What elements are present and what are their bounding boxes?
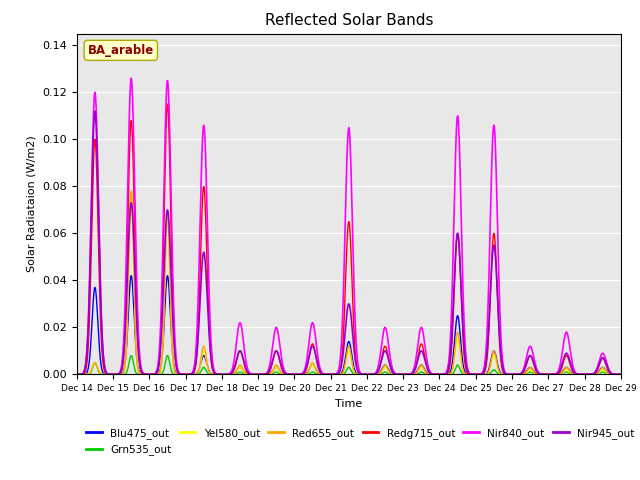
Blu475_out — [73, 372, 81, 377]
Red655_out — [282, 372, 289, 377]
Grn535_out — [305, 371, 313, 377]
Yel580_out — [607, 372, 614, 377]
Red655_out — [127, 188, 135, 194]
Nir840_out — [548, 372, 556, 377]
Blu475_out — [168, 330, 175, 336]
Nir945_out — [305, 353, 313, 359]
Line: Nir945_out: Nir945_out — [77, 111, 621, 374]
Red655_out — [73, 372, 81, 377]
Title: Reflected Solar Bands: Reflected Solar Bands — [264, 13, 433, 28]
Red655_out — [617, 372, 625, 377]
Nir840_out — [607, 369, 614, 375]
Nir945_out — [135, 355, 143, 360]
Yel580_out — [168, 321, 175, 326]
Grn535_out — [548, 372, 556, 377]
X-axis label: Time: Time — [335, 399, 362, 408]
Yel580_out — [282, 372, 289, 377]
Line: Grn535_out: Grn535_out — [77, 356, 621, 374]
Grn535_out — [127, 353, 135, 359]
Yel580_out — [127, 195, 135, 201]
Redg715_out — [548, 372, 556, 377]
Yel580_out — [305, 368, 313, 373]
Nir840_out — [282, 370, 289, 375]
Redg715_out — [164, 101, 172, 107]
Red655_out — [607, 372, 614, 377]
Line: Red655_out: Red655_out — [77, 191, 621, 374]
Nir840_out — [617, 372, 625, 377]
Nir840_out — [127, 75, 135, 81]
Nir945_out — [607, 370, 614, 375]
Nir945_out — [73, 372, 81, 377]
Red655_out — [168, 321, 175, 326]
Blu475_out — [617, 372, 625, 377]
Grn535_out — [168, 368, 175, 373]
Grn535_out — [282, 372, 289, 377]
Redg715_out — [617, 372, 625, 377]
Nir840_out — [305, 338, 313, 344]
Legend: Blu475_out, Grn535_out, Yel580_out, Red655_out, Redg715_out, Nir840_out, Nir945_: Blu475_out, Grn535_out, Yel580_out, Red6… — [82, 424, 638, 459]
Line: Nir840_out: Nir840_out — [77, 78, 621, 374]
Line: Yel580_out: Yel580_out — [77, 198, 621, 374]
Grn535_out — [617, 372, 625, 377]
Nir945_out — [91, 108, 99, 114]
Y-axis label: Solar Radiataion (W/m2): Solar Radiataion (W/m2) — [27, 136, 36, 272]
Red655_out — [135, 370, 143, 376]
Blu475_out — [282, 372, 289, 377]
Redg715_out — [282, 371, 289, 377]
Red655_out — [548, 372, 556, 377]
Nir840_out — [168, 204, 175, 210]
Blu475_out — [305, 367, 313, 372]
Blu475_out — [135, 369, 143, 375]
Grn535_out — [73, 372, 81, 377]
Red655_out — [305, 367, 313, 372]
Yel580_out — [617, 372, 625, 377]
Nir945_out — [617, 372, 625, 377]
Text: BA_arable: BA_arable — [88, 44, 154, 57]
Yel580_out — [135, 370, 143, 376]
Nir945_out — [282, 371, 289, 376]
Blu475_out — [127, 273, 135, 278]
Redg715_out — [607, 371, 614, 376]
Nir945_out — [548, 372, 556, 377]
Nir945_out — [168, 277, 175, 283]
Yel580_out — [73, 372, 81, 377]
Redg715_out — [73, 372, 81, 377]
Blu475_out — [548, 372, 556, 377]
Yel580_out — [548, 372, 556, 377]
Redg715_out — [305, 354, 313, 360]
Line: Blu475_out: Blu475_out — [77, 276, 621, 374]
Grn535_out — [607, 372, 614, 377]
Nir840_out — [73, 372, 81, 377]
Redg715_out — [168, 236, 175, 242]
Nir840_out — [135, 343, 143, 348]
Blu475_out — [607, 372, 614, 377]
Redg715_out — [135, 355, 143, 361]
Grn535_out — [135, 372, 143, 377]
Line: Redg715_out: Redg715_out — [77, 104, 621, 374]
